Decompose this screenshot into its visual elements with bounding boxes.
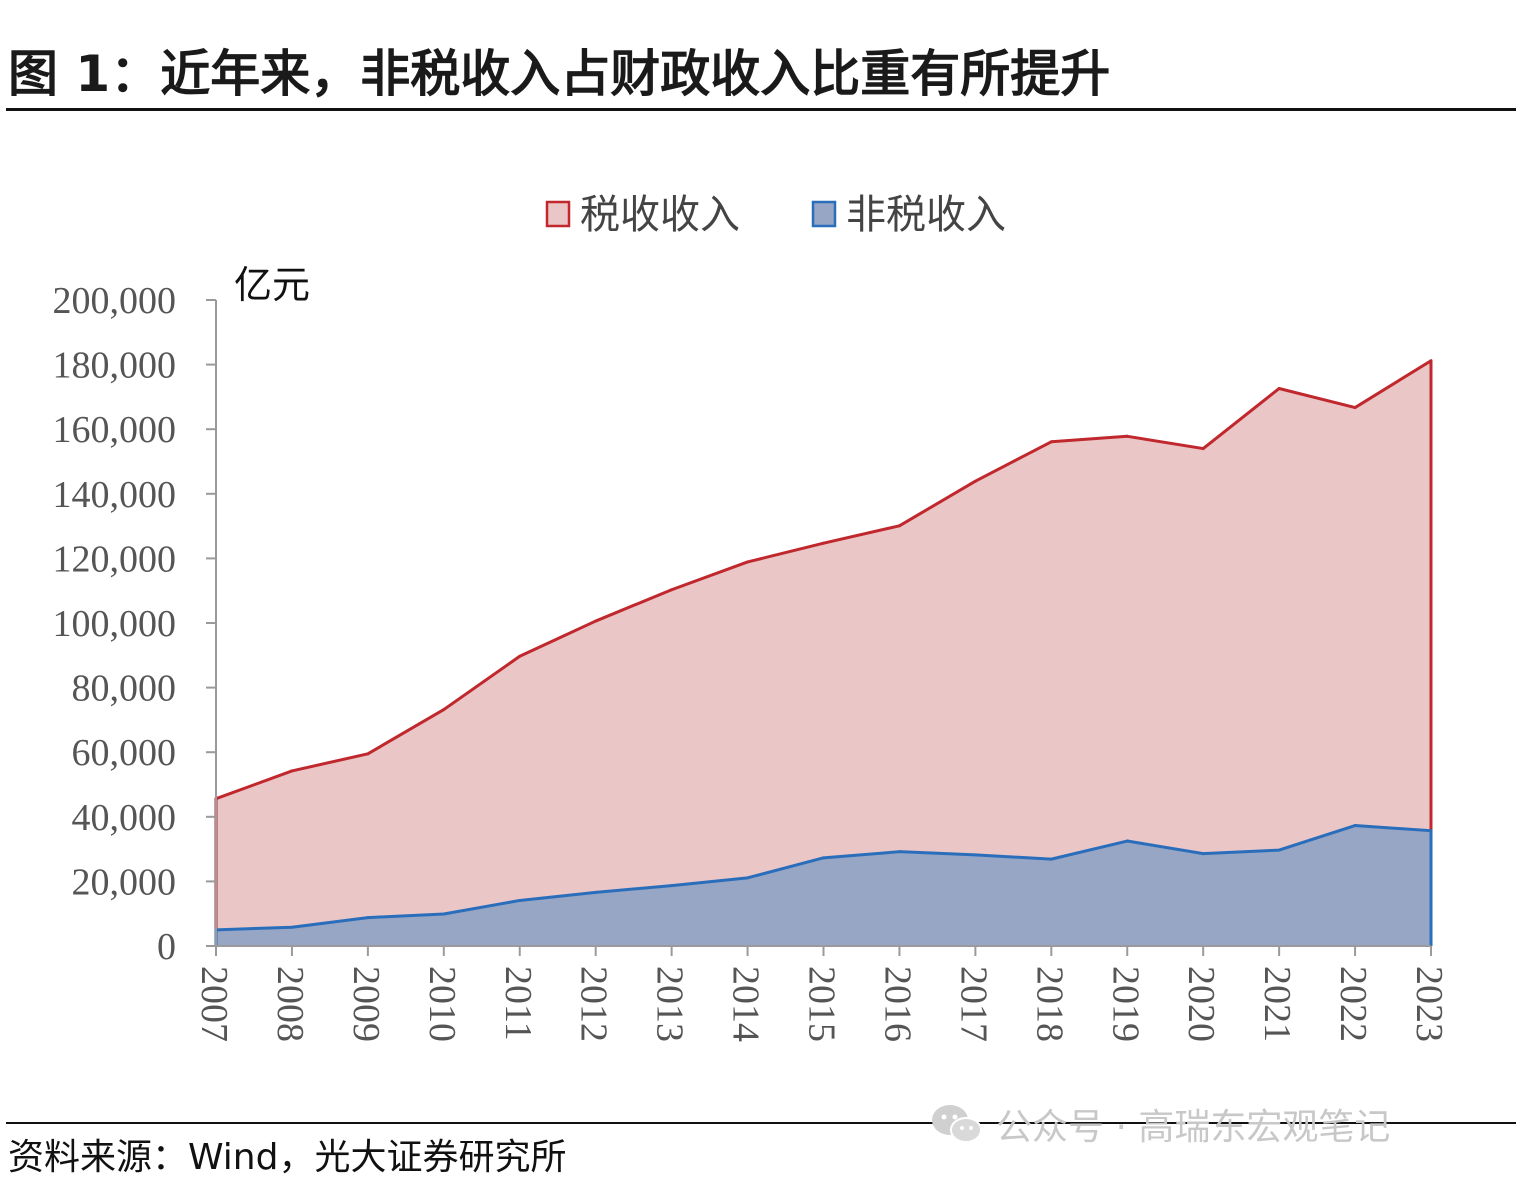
non-tax-point-2012 — [594, 890, 598, 894]
legend-swatch-tax — [545, 200, 571, 228]
non-tax-point-2010 — [442, 912, 446, 916]
non-tax-point-2019 — [1125, 839, 1129, 843]
source-rule — [6, 1122, 1516, 1124]
y-tick-label: 180,000 — [53, 345, 177, 387]
tax-total-point-2023 — [1429, 359, 1433, 363]
x-tick-label: 2015 — [801, 966, 843, 1042]
tax-total-point-2014 — [746, 560, 750, 564]
x-tick-label: 2018 — [1028, 966, 1070, 1042]
x-tick-label: 2012 — [573, 966, 615, 1042]
tax-total-point-2011 — [518, 654, 522, 658]
tax-total-point-2013 — [670, 588, 674, 592]
y-tick-label: 40,000 — [72, 797, 177, 839]
source-note: 资料来源：Wind，光大证券研究所 — [8, 1137, 567, 1178]
x-tick-label: 2008 — [269, 966, 311, 1042]
tax-total-point-2012 — [594, 619, 598, 623]
y-tick-label: 140,000 — [53, 474, 177, 516]
non-tax-point-2015 — [822, 856, 825, 860]
tax-revenue-area — [216, 360, 1431, 946]
axes: 0 20,000 40,000 60,000 80,000 100,000 120,000 1… — [53, 280, 1451, 1042]
x-tick-label: 2019 — [1104, 966, 1146, 1042]
non-tax-point-2017 — [973, 853, 977, 857]
y-tick-label: 60,000 — [72, 732, 177, 774]
wechat-icon — [932, 1105, 982, 1143]
legend: 税收收入 非税收入 — [545, 192, 1006, 238]
non-tax-point-2011 — [518, 898, 522, 902]
tax-total-point-2015 — [822, 541, 825, 545]
tax-total-point-2020 — [1201, 447, 1205, 451]
legend-label-nontax: 非税收入 — [846, 192, 1006, 238]
legend-swatch-nontax — [811, 200, 837, 228]
tax-total-point-2017 — [973, 479, 977, 483]
non-tax-point-2008 — [290, 925, 294, 929]
non-tax-revenue-area — [216, 825, 1431, 946]
tax-total-point-2021 — [1277, 387, 1281, 391]
x-tick-label: 2017 — [952, 966, 994, 1042]
y-axis-unit: 亿元 — [234, 263, 310, 307]
x-tick-label: 2013 — [649, 966, 691, 1042]
non-tax-point-2023 — [1429, 829, 1433, 833]
tax-total-point-2008 — [290, 769, 294, 773]
tax-total-point-2019 — [1125, 434, 1129, 438]
x-tick-label: 2020 — [1180, 966, 1222, 1042]
watermark-text: 公众号 · 高瑞东宏观笔记 — [996, 1107, 1391, 1148]
y-tick-label: 80,000 — [72, 668, 177, 710]
y-tick-label: 100,000 — [53, 603, 177, 645]
tax-total-point-2010 — [442, 708, 446, 712]
y-tick-label: 0 — [157, 926, 176, 968]
tax-total-point-2018 — [1049, 440, 1053, 444]
x-tick-label: 2022 — [1332, 966, 1374, 1042]
non-tax-point-2013 — [670, 884, 674, 888]
non-tax-point-2022 — [1353, 824, 1357, 828]
x-tick-label: 2010 — [421, 966, 463, 1042]
non-tax-point-2014 — [746, 876, 750, 880]
chart-title: 图 1：近年来，非税收入占财政收入比重有所提升 — [8, 45, 1111, 103]
non-tax-point-2018 — [1049, 857, 1053, 861]
tax-total-point-2016 — [897, 524, 901, 528]
x-tick-label: 2023 — [1408, 966, 1450, 1042]
x-tick-label: 2016 — [876, 966, 918, 1042]
y-tick-label: 200,000 — [53, 280, 177, 322]
non-tax-point-2020 — [1201, 852, 1205, 856]
watermark: 公众号 · 高瑞东宏观笔记 — [930, 1098, 1390, 1150]
tax-total-point-2009 — [366, 752, 370, 756]
x-tick-label: 2009 — [345, 966, 387, 1042]
title-rule — [6, 108, 1516, 111]
x-tick-label: 2021 — [1256, 966, 1298, 1042]
non-tax-point-2021 — [1277, 848, 1281, 852]
x-tick-label: 2007 — [193, 966, 235, 1042]
non-tax-point-2016 — [897, 850, 901, 854]
stacked-area-chart: 税收收入 非税收入 亿元 0 20,000 40,000 60,000 80,000 10… — [53, 192, 1451, 1042]
legend-label-tax: 税收收入 — [580, 192, 740, 238]
y-tick-label: 120,000 — [53, 538, 177, 580]
tax-total-point-2022 — [1353, 406, 1357, 410]
y-tick-label: 160,000 — [53, 409, 177, 451]
y-tick-label: 20,000 — [72, 861, 177, 903]
non-tax-point-2009 — [366, 916, 370, 920]
x-tick-label: 2011 — [497, 966, 539, 1041]
plot-area — [214, 359, 1433, 946]
x-tick-label: 2014 — [725, 966, 767, 1042]
